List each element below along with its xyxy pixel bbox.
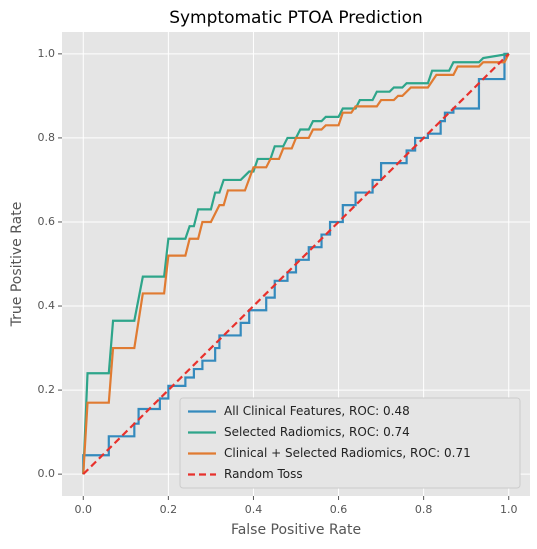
roc-line bbox=[82, 53, 510, 475]
roc-line bbox=[82, 52, 509, 475]
y-tick-label: 0.0 bbox=[38, 467, 56, 480]
x-tick-label: 0.2 bbox=[160, 503, 178, 516]
x-tick-label: 0.8 bbox=[415, 503, 433, 516]
y-tick-label: 0.4 bbox=[38, 299, 56, 312]
roc-line bbox=[82, 53, 510, 475]
y-tick-label: 1.0 bbox=[38, 47, 56, 60]
y-tick-label: 0.2 bbox=[38, 383, 56, 396]
legend-label: Selected Radiomics, ROC: 0.74 bbox=[224, 425, 410, 439]
x-tick-label: 0.4 bbox=[245, 503, 263, 516]
x-tick-label: 0.0 bbox=[75, 503, 93, 516]
y-axis-label: True Positive Rate bbox=[9, 202, 25, 328]
legend-label: All Clinical Features, ROC: 0.48 bbox=[224, 404, 410, 418]
legend-label: Random Toss bbox=[224, 467, 303, 481]
x-axis-label: False Positive Rate bbox=[231, 522, 361, 538]
x-tick-label: 0.6 bbox=[330, 503, 348, 516]
chart-title: Symptomatic PTOA Prediction bbox=[169, 8, 423, 28]
y-tick-label: 0.8 bbox=[38, 131, 56, 144]
roc-line bbox=[82, 52, 509, 475]
y-tick-label: 0.6 bbox=[38, 215, 56, 228]
legend-box bbox=[179, 397, 521, 489]
legend-label: Clinical + Selected Radiomics, ROC: 0.71 bbox=[224, 446, 471, 460]
x-tick-label: 1.0 bbox=[500, 503, 518, 516]
